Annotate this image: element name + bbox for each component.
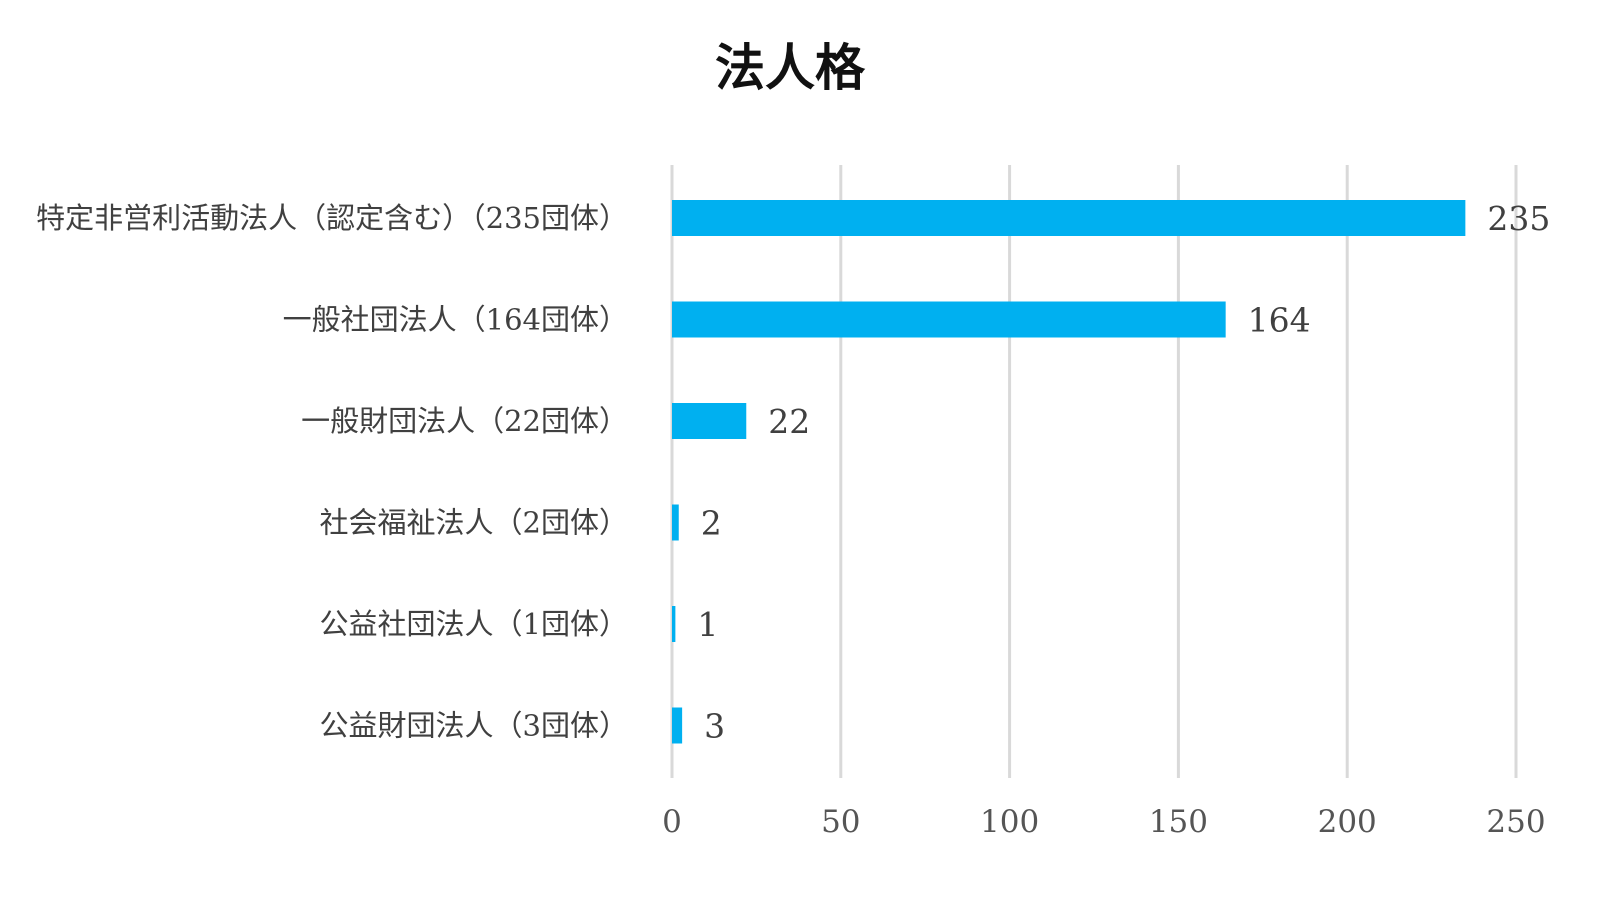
bars [672,200,1466,744]
data-label: 22 [768,402,810,441]
chart-title: 法人格 [715,38,866,97]
x-tick-label: 250 [1486,804,1545,840]
data-label: 3 [704,707,725,746]
category-label: 公益財団法人（3団体） [320,709,628,743]
bar [672,403,747,439]
x-tick-label: 200 [1318,804,1377,840]
data-label: 1 [697,605,718,644]
bar [672,200,1466,236]
bar [672,504,679,541]
x-tick-label: 0 [662,804,682,840]
x-tick-label: 150 [1149,804,1208,840]
bar [672,707,683,744]
bar [672,606,676,642]
x-axis-ticks: 0 50 100 150 200 250 [662,804,1545,840]
data-label: 235 [1487,199,1550,238]
category-labels: 特定非営利活動法人（認定含む）（235団体） 一般社団法人（164団体） 一般財団法… [36,201,628,743]
category-label: 一般財団法人（22団体） [301,404,628,438]
gridlines [670,165,1518,778]
category-label: 社会福祉法人（2団体） [320,506,628,540]
bar [672,301,1226,338]
x-tick-label: 50 [821,804,860,840]
data-label: 164 [1248,301,1311,340]
data-label: 2 [701,504,722,543]
category-label: 一般社団法人（164団体） [283,303,628,337]
category-label: 公益社団法人（1団体） [320,607,628,641]
x-tick-label: 100 [980,804,1039,840]
category-label: 特定非営利活動法人（認定含む）（235団体） [36,201,628,235]
